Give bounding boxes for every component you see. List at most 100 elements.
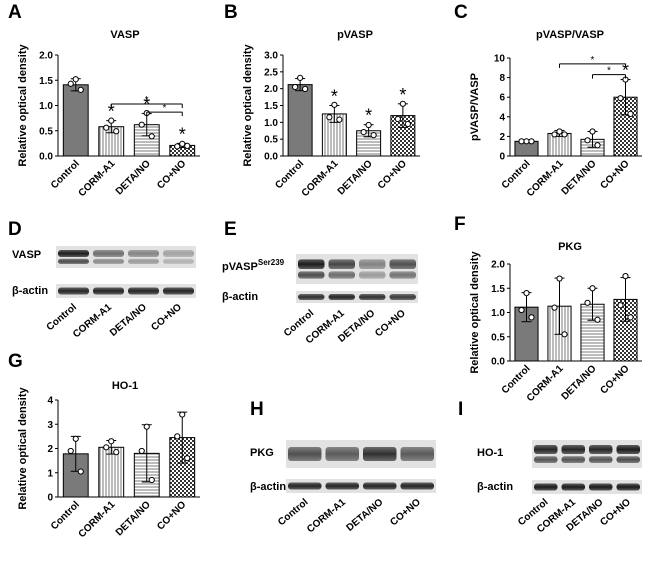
blot-band-e-deta-no: [359, 259, 386, 269]
significance-star-a-deta-no: *: [143, 95, 150, 115]
bar-b-control: [287, 84, 313, 157]
blot-band-d-deta-no: [128, 287, 159, 295]
y-tick-label-a: 1.5: [39, 76, 53, 87]
data-point-b-deta-no: [360, 128, 367, 136]
data-point-f-deta-no: [584, 299, 591, 306]
y-tick-label-g: 1: [47, 468, 53, 479]
significance-star-b-corm-a1: *: [331, 87, 338, 107]
significance-star-a-co-no: *: [179, 124, 186, 144]
blot-band-h-control: [288, 447, 322, 461]
category-label-g-control: Control: [49, 499, 82, 532]
panel-label-F: F: [454, 214, 466, 235]
y-tick-label-b: 3.0: [264, 51, 278, 62]
category-label-c-deta-no: DETA/NO: [560, 158, 599, 197]
y-tick-label-c: 0: [499, 152, 505, 163]
blot-band-e-control: [298, 294, 325, 300]
blot-lane-label-h-corm-a1: CORM-A1: [305, 497, 348, 536]
category-label-f-control: Control: [500, 363, 533, 396]
blot-strip-e-1: [296, 291, 418, 303]
y-tick-label-f: 2.0: [491, 260, 505, 271]
y-tick-label-g: 4: [47, 396, 53, 407]
blot-band-i-deta-no: [589, 445, 613, 454]
blot-band-i-co-no: [616, 483, 640, 491]
data-point-g-co-no: [184, 455, 191, 462]
bracket-star-a-0: *: [145, 95, 149, 106]
y-tick-label-b: 2.5: [264, 67, 278, 78]
data-point-a-corm-a1: [113, 128, 120, 135]
panel-label-I: I: [458, 399, 463, 420]
bar-g-co-no: [169, 437, 196, 498]
bar-g-corm-a1: [98, 446, 125, 498]
blot-band-i-co-no: [616, 456, 640, 463]
chart-title-G: HO-1: [112, 380, 138, 392]
blot-label-vasp: VASP: [12, 249, 41, 261]
blot-band-e-deta-no: [359, 294, 386, 300]
data-point-a-deta-no: [148, 133, 155, 140]
blot-band-d-deta-no: [128, 249, 159, 257]
data-point-c-co-no: [617, 95, 624, 102]
blot-lane-label-h-co-no: CO+NO: [388, 497, 423, 529]
data-point-f-corm-a1: [551, 304, 558, 311]
y-tick-label-a: 0.5: [39, 126, 53, 137]
category-label-f-co-no: CO+NO: [598, 363, 631, 396]
y-tick-label-c: 4: [499, 112, 505, 123]
data-point-b-deta-no: [365, 121, 372, 129]
panel-label-B: B: [224, 2, 238, 23]
y-tick-label-a: 0.0: [39, 152, 53, 163]
blot-band-e-deta-no: [359, 271, 386, 279]
blot-strip-i-1: [532, 480, 642, 494]
category-label-c-co-no: CO+NO: [598, 158, 631, 191]
data-point-c-co-no: [627, 110, 634, 117]
category-label-c-control: Control: [500, 158, 533, 191]
data-point-f-corm-a1: [561, 331, 568, 338]
data-point-a-co-no: [179, 140, 186, 147]
blot-strip-d-0: [56, 246, 196, 268]
blot-band-d-co-no: [163, 258, 194, 265]
data-point-g-control: [67, 447, 74, 455]
category-label-a-corm-a1: CORM-A1: [77, 158, 118, 199]
data-point-g-deta-no: [143, 423, 150, 430]
data-point-f-control: [523, 290, 530, 297]
blot-band-i-corm-a1: [561, 483, 585, 491]
chart-title-B: pVASP: [337, 29, 373, 41]
blot-band-h-co-no: [400, 447, 434, 461]
data-point-g-corm-a1: [113, 449, 120, 456]
significance-star-a-corm-a1: *: [108, 102, 115, 122]
data-point-a-deta-no: [138, 121, 145, 128]
y-tick-label-b: 2.0: [264, 84, 278, 95]
category-label-a-control: Control: [49, 158, 82, 191]
data-point-a-control: [77, 86, 84, 93]
category-label-b-deta-no: DETA/NO: [336, 158, 375, 197]
blot-band-d-corm-a1: [93, 258, 124, 265]
blot-label-beta-actin-D: β-actin: [12, 285, 48, 297]
y-tick-label-g: 2: [47, 444, 53, 455]
data-point-b-control: [302, 85, 309, 93]
data-point-f-co-no: [622, 273, 629, 280]
blot-band-d-control: [58, 287, 89, 295]
data-point-g-co-no: [174, 433, 181, 440]
y-tick-label-b: 0.0: [264, 152, 278, 163]
category-label-f-corm-a1: CORM-A1: [525, 363, 566, 404]
data-point-f-deta-no: [594, 316, 601, 323]
blot-band-e-corm-a1: [328, 271, 355, 279]
blot-band-i-control: [534, 456, 558, 463]
panel-label-A: A: [8, 2, 22, 23]
blot-band-i-deta-no: [589, 456, 613, 463]
data-point-f-control: [518, 306, 525, 314]
data-point-b-corm-a1: [336, 116, 343, 123]
data-point-f-control: [528, 314, 535, 321]
data-point-c-control: [518, 138, 525, 145]
y-axis-label-g: Relative optical density: [17, 386, 29, 509]
data-point-c-control: [523, 138, 530, 145]
blot-panel-E: E pVASPSer239 β-actin ControlCORM-A1DETA…: [222, 219, 418, 346]
y-tick-label-g: 3: [47, 420, 53, 431]
data-point-b-co-no: [399, 100, 406, 107]
category-label-g-deta-no: DETA/NO: [114, 499, 153, 538]
blot-band-i-corm-a1: [561, 445, 585, 454]
blot-band-i-control: [534, 483, 558, 491]
panel-label-C: C: [454, 2, 468, 23]
y-tick-label-f: 1.0: [491, 308, 505, 319]
y-tick-label-f: 0.0: [491, 357, 505, 368]
blot-lane-label-h-deta-no: DETA/NO: [344, 497, 385, 534]
